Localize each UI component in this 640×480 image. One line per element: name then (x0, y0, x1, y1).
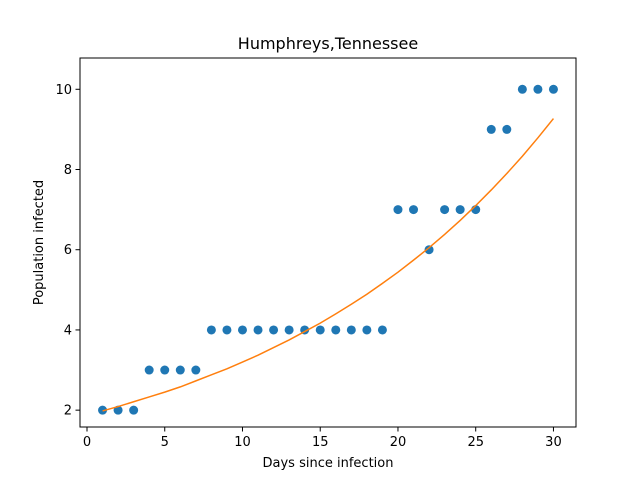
data-point (315, 325, 325, 335)
x-tick-label: 25 (467, 435, 484, 450)
data-point (98, 405, 108, 415)
x-tick-label: 0 (83, 435, 91, 450)
data-point (237, 325, 247, 335)
data-point (144, 365, 154, 375)
x-tick-label: 5 (161, 435, 169, 450)
data-point (424, 245, 434, 255)
data-point (160, 365, 170, 375)
fit-curve-line (102, 118, 555, 412)
x-axis-label: Days since infection (263, 456, 394, 471)
data-point (486, 124, 496, 134)
x-tick-label: 10 (234, 435, 251, 450)
data-point (346, 325, 356, 335)
data-point (533, 84, 543, 94)
plot-frame (79, 57, 577, 428)
data-point (129, 405, 139, 415)
y-tick-label: 8 (64, 163, 72, 178)
data-point (253, 325, 263, 335)
y-axis-label: Population infected (32, 180, 47, 305)
x-tick-label: 15 (312, 435, 329, 450)
x-tick-label: 30 (545, 435, 562, 450)
data-point (440, 205, 450, 215)
chart-title: Humphreys,Tennessee (238, 34, 418, 53)
data-point (175, 365, 185, 375)
data-point (331, 325, 341, 335)
x-tick-label: 20 (390, 435, 407, 450)
y-tick-label: 6 (64, 243, 72, 258)
data-point (191, 365, 201, 375)
data-point (393, 205, 403, 215)
data-point (362, 325, 372, 335)
y-tick-label: 10 (55, 83, 72, 98)
y-tick-label: 2 (64, 404, 72, 419)
data-point (222, 325, 232, 335)
data-point (502, 124, 512, 134)
data-point (206, 325, 216, 335)
data-point (455, 205, 465, 215)
data-point (548, 84, 558, 94)
data-point (517, 84, 527, 94)
data-point (284, 325, 294, 335)
data-point (269, 325, 279, 335)
y-tick-label: 4 (64, 323, 72, 338)
data-point (377, 325, 387, 335)
data-point (409, 205, 419, 215)
